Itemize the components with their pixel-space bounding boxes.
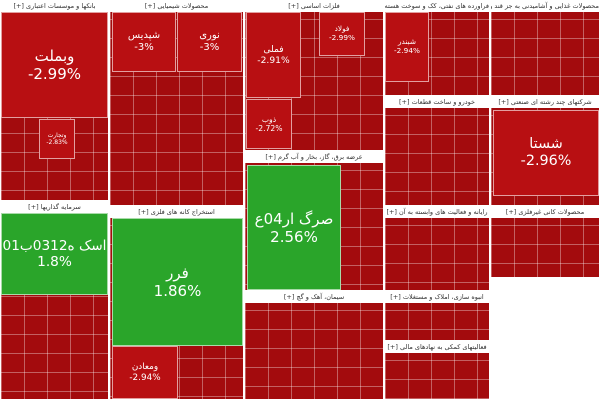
stock-tile[interactable]: ومعادن -2.94%: [112, 346, 178, 399]
stock-tile[interactable]: صرگ ار04ع 2.56%: [247, 165, 341, 290]
stock-change: -2.94%: [129, 372, 161, 383]
sector[interactable]: سیمان، آهک و گچ [+]: [244, 291, 384, 400]
stock-tile[interactable]: نوری -3%: [177, 12, 242, 72]
sector[interactable]: بانکها و موسسات اعتباری [+] وبملت -2.99% وت…: [0, 0, 109, 201]
stock-tile[interactable]: شستا -2.96%: [493, 110, 599, 196]
sector-title: انبوه سازی، املاک و مستغلات [+]: [385, 292, 489, 303]
stock-change: -2.94%: [394, 46, 420, 55]
sector-title: فراورده های نفتی، کک و سوخت هسته ای [+]: [385, 1, 489, 12]
stock-tile[interactable]: فملی -2.91%: [246, 12, 301, 98]
sector[interactable]: محصولات کانی غیرفلزی [+]: [490, 206, 600, 278]
stock-tile[interactable]: فرر 1.86%: [112, 218, 243, 346]
stock-tile[interactable]: وبملت -2.99%: [1, 12, 108, 118]
sector-title: محصولات کانی غیرفلزی [+]: [491, 207, 599, 218]
sector[interactable]: رایانه و فعالیت های وابسته به آن [+]: [384, 206, 490, 291]
stock-tile[interactable]: شبندر -2.94%: [385, 12, 429, 82]
sector-title: رایانه و فعالیت های وابسته به آن [+]: [385, 207, 489, 218]
sector-title: فلزات اساسی [+]: [245, 1, 383, 12]
sector[interactable]: عرضه برق، گاز، بخار و آب گرم [+] صرگ ار04…: [244, 151, 384, 291]
sector[interactable]: خودرو و ساخت قطعات [+]: [384, 96, 490, 206]
stock-name: ذوب: [261, 114, 277, 124]
sector[interactable]: انبوه سازی، املاک و مستغلات [+]: [384, 291, 490, 341]
stock-name: نوری: [199, 30, 220, 41]
stock-tile[interactable]: شپدیس -3%: [112, 12, 176, 72]
stock-name: فولاد: [334, 24, 350, 34]
sector-title: عرضه برق، گاز، بخار و آب گرم [+]: [245, 152, 383, 163]
sector-title: فعالیتهای کمکی به نهادهای مالی [+]: [385, 342, 489, 353]
sector-title: خودرو و ساخت قطعات [+]: [385, 97, 489, 108]
sector-title: محصولات غذایی و آشامیدنی به جز قند و شکر…: [491, 1, 599, 12]
sector[interactable]: فراورده های نفتی، کک و سوخت هسته ای [+]ش…: [384, 0, 490, 96]
stock-name: وتجارت: [47, 131, 67, 139]
sector-title: استخراج کانه های فلزی [+]: [110, 207, 243, 218]
sector[interactable]: فلزات اساسی [+] فملی -2.91% فولاد -2.99% ذوب -…: [244, 0, 384, 151]
stock-name: شستا: [529, 135, 563, 152]
stock-change: 2.56%: [270, 227, 318, 246]
sector-title: شرکتهای چند رشته ای صنعتی [+]: [491, 97, 599, 108]
sector-title: سیمان، آهک و گچ [+]: [245, 292, 383, 303]
stock-name: فملی: [263, 44, 284, 55]
stock-tile[interactable]: اسک ه0312ب01 1.8%: [1, 213, 108, 295]
stock-name: وبملت: [34, 47, 75, 65]
stock-change: -2.96%: [520, 153, 572, 169]
stock-tile[interactable]: وتجارت -2.83%: [39, 119, 75, 159]
sector[interactable]: شرکتهای چند رشته ای صنعتی [+] شستا -2.96%: [490, 96, 600, 206]
stock-change: -2.72%: [255, 124, 283, 133]
stock-name: شپدیس: [127, 30, 161, 41]
sector-title: بانکها و موسسات اعتباری [+]: [1, 1, 108, 12]
stock-change: -2.99%: [329, 33, 355, 42]
sector[interactable]: فعالیتهای کمکی به نهادهای مالی [+]: [384, 341, 490, 400]
stock-name: فرر: [166, 264, 189, 282]
stock-change: 1.8%: [37, 254, 72, 270]
sector-title: سرمایه گذاریها [+]: [1, 202, 108, 213]
sector[interactable]: محصولات شیمیایی [+] شپدیس -3% نوری -3%: [109, 0, 244, 206]
stock-change: -2.91%: [257, 55, 290, 66]
sector-title: محصولات شیمیایی [+]: [110, 1, 243, 12]
stock-name: شبندر: [398, 37, 416, 47]
stock-change: -2.99%: [27, 65, 82, 83]
stock-name: اسک ه0312ب01: [2, 237, 107, 254]
stock-name: صرگ ار04ع: [254, 209, 334, 228]
stock-change: -3%: [199, 42, 220, 53]
sector[interactable]: استخراج کانه های فلزی [+] فرر 1.86% ومعادن -…: [109, 206, 244, 400]
sector[interactable]: محصولات غذایی و آشامیدنی به جز قند و شکر…: [490, 0, 600, 96]
stock-tile[interactable]: فولاد -2.99%: [319, 12, 365, 56]
stock-tile[interactable]: ذوب -2.72%: [246, 99, 292, 149]
sector[interactable]: سرمایه گذاریها [+] اسک ه0312ب01 1.8%: [0, 201, 109, 400]
stock-change: -3%: [134, 42, 154, 53]
stock-change: 1.86%: [153, 282, 202, 300]
stock-name: ومعادن: [131, 361, 159, 372]
stock-change: -2.83%: [46, 139, 68, 146]
